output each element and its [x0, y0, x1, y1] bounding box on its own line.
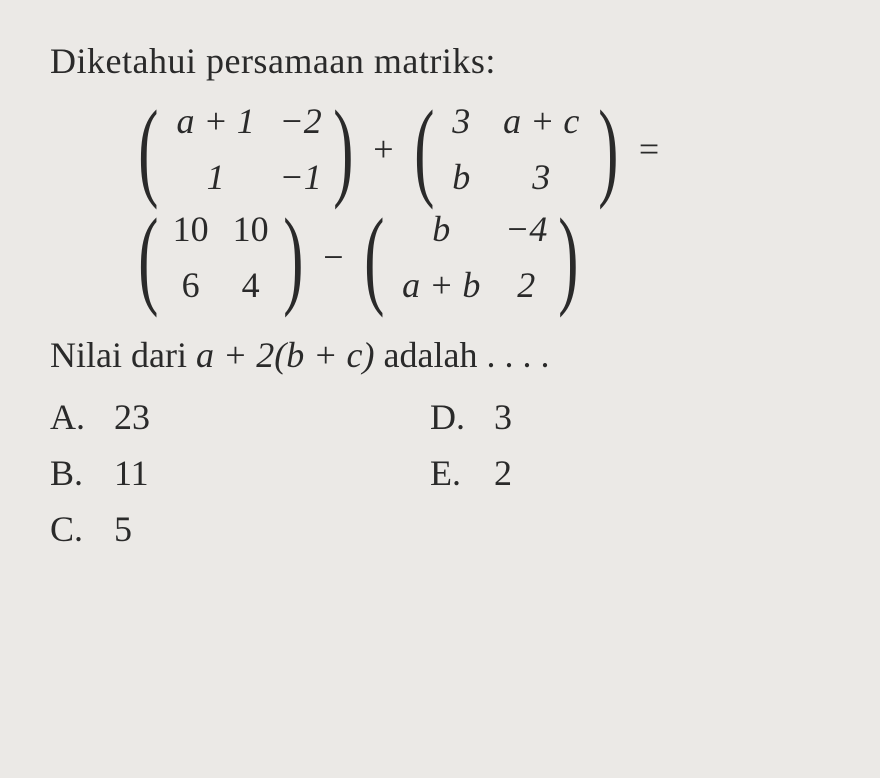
equation-block: ( a + 1 −2 1 −1 ) + ( 3 a + c b 3 ): [130, 100, 830, 306]
m4-r0c0: b: [386, 208, 496, 250]
m1-r0c1: −2: [271, 100, 331, 142]
option-letter: C.: [50, 508, 114, 550]
m4-r1c0: a + b: [386, 264, 496, 306]
m3-r0c1: 10: [221, 208, 281, 250]
option-value: 2: [494, 452, 512, 494]
right-paren-icon: ): [333, 109, 353, 189]
m2-r1c1: 3: [486, 156, 596, 198]
matrix-1: ( a + 1 −2 1 −1 ): [130, 100, 361, 198]
m3-r1c0: 6: [161, 264, 221, 306]
left-paren-icon: (: [138, 109, 158, 189]
matrix-3: ( 10 10 6 4 ): [130, 208, 311, 306]
m1-r0c0: a + 1: [161, 100, 271, 142]
plus-operator: +: [373, 128, 393, 170]
option-letter: E.: [430, 452, 494, 494]
m3-r0c0: 10: [161, 208, 221, 250]
m4-r1c1: 2: [496, 264, 556, 306]
option-c: C. 5: [50, 508, 430, 550]
question-suffix: adalah . . . .: [375, 335, 550, 375]
equation-line-2: ( 10 10 6 4 ) − ( b −4 a + b 2 ): [130, 208, 830, 306]
question-text: Nilai dari a + 2(b + c) adalah . . . .: [50, 334, 830, 376]
option-value: 3: [494, 396, 512, 438]
right-paren-icon: ): [558, 217, 578, 297]
option-letter: B.: [50, 452, 114, 494]
equation-line-1: ( a + 1 −2 1 −1 ) + ( 3 a + c b 3 ): [130, 100, 830, 198]
m2-r0c1: a + c: [486, 100, 596, 142]
m2-r1c0: b: [436, 156, 486, 198]
intro-text: Diketahui persamaan matriks:: [50, 40, 830, 82]
matrix-2: ( 3 a + c b 3 ): [406, 100, 627, 198]
m4-r0c1: −4: [496, 208, 556, 250]
option-value: 23: [114, 396, 150, 438]
minus-operator: −: [323, 236, 343, 278]
option-d: D. 3: [430, 396, 730, 438]
m1-r1c1: −1: [271, 156, 331, 198]
right-paren-icon: ): [283, 217, 303, 297]
m2-r0c0: 3: [436, 100, 486, 142]
question-prefix: Nilai dari: [50, 335, 196, 375]
right-paren-icon: ): [598, 109, 618, 189]
question-expression: a + 2(b + c): [196, 335, 375, 375]
option-e: E. 2: [430, 452, 730, 494]
left-paren-icon: (: [138, 217, 158, 297]
page-container: Diketahui persamaan matriks: ( a + 1 −2 …: [0, 0, 880, 550]
option-a: A. 23: [50, 396, 430, 438]
option-letter: A.: [50, 396, 114, 438]
option-value: 11: [114, 452, 149, 494]
left-paren-icon: (: [364, 217, 384, 297]
m3-r1c1: 4: [221, 264, 281, 306]
left-paren-icon: (: [414, 109, 434, 189]
m1-r1c0: 1: [161, 156, 271, 198]
matrix-4: ( b −4 a + b 2 ): [356, 208, 587, 306]
option-letter: D.: [430, 396, 494, 438]
option-value: 5: [114, 508, 132, 550]
options-grid: A. 23 D. 3 B. 11 E. 2 C. 5: [50, 396, 830, 550]
option-b: B. 11: [50, 452, 430, 494]
equals-sign: =: [639, 128, 659, 170]
